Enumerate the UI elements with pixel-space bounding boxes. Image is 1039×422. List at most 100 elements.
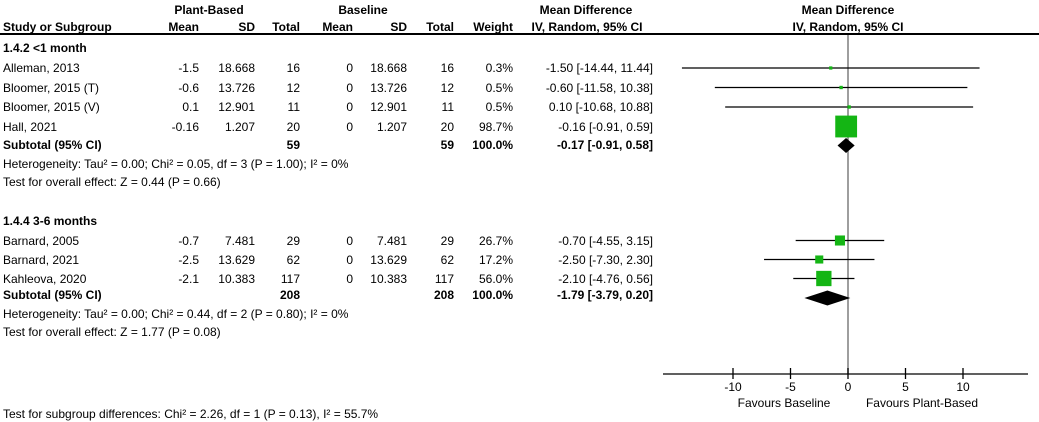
cell-plant-total: 11 — [287, 100, 300, 114]
cell-baseline-total: 117 — [434, 271, 454, 286]
cell-md-ci: -2.50 [-7.30, 2.30] — [558, 252, 653, 267]
cell-baseline-sd: 12.901 — [370, 100, 407, 114]
overall-effect-note: Test for overall effect: Z = 0.44 (P = 0… — [3, 175, 221, 189]
cell-plant-mean: -2.5 — [178, 252, 199, 267]
subtotal-diamond — [804, 290, 851, 306]
cell-baseline-sd: 7.481 — [376, 233, 407, 248]
subtotal-plant-total: 59 — [286, 137, 300, 152]
cell-plant-mean: -2.1 — [178, 271, 199, 286]
cell-md-ci: -2.10 [-4.76, 0.56] — [558, 271, 653, 286]
study-label: Hall, 2021 — [3, 119, 58, 134]
axis-tick-label: -5 — [785, 380, 796, 394]
subtotal-md-ci: -1.79 [-3.79, 0.20] — [556, 287, 653, 302]
subtotal-label: Subtotal (95% CI) — [3, 137, 102, 152]
cell-plant-mean: -1.5 — [178, 61, 199, 75]
heterogeneity-note: Heterogeneity: Tau² = 0.00; Chi² = 0.44,… — [3, 306, 349, 321]
cell-plant-total: 12 — [286, 80, 300, 95]
effect-square — [834, 235, 845, 246]
col-header-study: Study or Subgroup — [3, 20, 112, 34]
cell-weight: 0.5% — [485, 100, 513, 114]
cell-plant-sd: 10.383 — [218, 271, 255, 286]
cell-baseline-total: 16 — [440, 61, 454, 75]
cell-plant-total: 29 — [286, 233, 300, 248]
cell-baseline-mean: 0 — [346, 119, 353, 134]
cell-plant-sd: 13.726 — [218, 80, 255, 95]
cell-plant-total: 117 — [280, 271, 300, 286]
axis-tick-label: -10 — [724, 380, 742, 394]
subgroup-label: 1.4.4 3-6 months — [3, 214, 98, 228]
col-header-total2: Total — [426, 20, 454, 34]
study-label: Bloomer, 2015 (T) — [3, 80, 100, 95]
cell-plant-total: 20 — [286, 119, 300, 134]
effect-square — [829, 66, 833, 70]
md-column-header-line1: Mean Difference — [539, 3, 633, 17]
cell-baseline-mean: 0 — [346, 100, 353, 114]
cell-md-ci: -0.16 [-0.91, 0.59] — [558, 119, 653, 134]
cell-baseline-mean: 0 — [346, 233, 353, 248]
study-label: Barnard, 2021 — [3, 252, 80, 267]
group-header-plant-based: Plant-Based — [174, 3, 244, 17]
cell-plant-total: 62 — [286, 252, 300, 267]
subtotal-weight: 100.0% — [472, 137, 513, 152]
cell-plant-mean: 0.1 — [182, 100, 199, 114]
col-header-mean1: Mean — [168, 20, 199, 34]
cell-md-ci: -0.70 [-4.55, 3.15] — [558, 233, 653, 248]
cell-baseline-mean: 0 — [346, 252, 353, 267]
cell-baseline-sd: 1.207 — [376, 119, 407, 134]
col-header-total1: Total — [272, 20, 300, 34]
cell-plant-sd: 13.629 — [218, 252, 255, 267]
cell-baseline-total: 12 — [440, 80, 454, 95]
cell-plant-sd: 7.481 — [224, 233, 255, 248]
cell-baseline-total: 20 — [440, 119, 454, 134]
effect-square — [835, 115, 858, 138]
study-label: Kahleova, 2020 — [3, 271, 87, 286]
subtotal-weight: 100.0% — [472, 287, 513, 302]
cell-baseline-mean: 0 — [346, 80, 353, 95]
cell-plant-total: 16 — [286, 61, 300, 75]
cell-baseline-sd: 18.668 — [370, 61, 407, 75]
cell-weight: 98.7% — [478, 119, 513, 134]
cell-baseline-total: 11 — [441, 100, 454, 114]
cell-plant-mean: -0.16 — [171, 119, 199, 134]
subtotal-baseline-total: 59 — [440, 137, 454, 152]
col-header-sd1: SD — [238, 20, 255, 34]
cell-baseline-total: 62 — [440, 252, 454, 267]
cell-baseline-mean: 0 — [346, 61, 353, 75]
subtotal-label: Subtotal (95% CI) — [3, 287, 102, 302]
study-label: Barnard, 2005 — [3, 233, 80, 248]
cell-baseline-mean: 0 — [346, 271, 353, 286]
subgroup-difference-test: Test for subgroup differences: Chi² = 2.… — [3, 407, 379, 421]
cell-baseline-sd: 13.726 — [370, 80, 407, 95]
favours-left-label: Favours Baseline — [737, 396, 831, 410]
cell-md-ci: -0.60 [-11.58, 10.38] — [545, 80, 653, 95]
cell-plant-sd: 18.668 — [218, 61, 255, 75]
overall-effect-note: Test for overall effect: Z = 1.77 (P = 0… — [3, 324, 221, 339]
plot-header-line2: IV, Random, 95% CI — [792, 20, 904, 34]
col-header-sd2: SD — [390, 20, 407, 34]
plot-header-line1: Mean Difference — [801, 3, 895, 17]
subgroup-label: 1.4.2 <1 month — [3, 41, 87, 55]
md-column-header-line2: IV, Random, 95% CI — [531, 20, 643, 34]
axis-tick-label: 0 — [845, 380, 852, 394]
cell-baseline-sd: 10.383 — [370, 271, 407, 286]
subtotal-md-ci: -0.17 [-0.91, 0.58] — [556, 137, 653, 152]
subtotal-plant-total: 208 — [279, 287, 300, 302]
cell-baseline-sd: 13.629 — [370, 252, 407, 267]
favours-right-label: Favours Plant-Based — [865, 396, 979, 410]
header-rule — [0, 33, 1039, 35]
subtotal-baseline-total: 208 — [433, 287, 454, 302]
effect-square — [815, 255, 824, 264]
col-header-mean2: Mean — [322, 20, 353, 34]
cell-weight: 56.0% — [478, 271, 513, 286]
effect-square — [847, 105, 851, 109]
subtotal-diamond — [837, 138, 855, 153]
cell-weight: 17.2% — [478, 252, 513, 267]
study-label: Bloomer, 2015 (V) — [3, 100, 100, 114]
effect-square — [839, 85, 843, 90]
cell-plant-mean: -0.7 — [178, 233, 199, 248]
cell-md-ci: 0.10 [-10.68, 10.88] — [548, 100, 653, 114]
cell-plant-sd: 12.901 — [218, 100, 255, 114]
cell-baseline-total: 29 — [440, 233, 454, 248]
